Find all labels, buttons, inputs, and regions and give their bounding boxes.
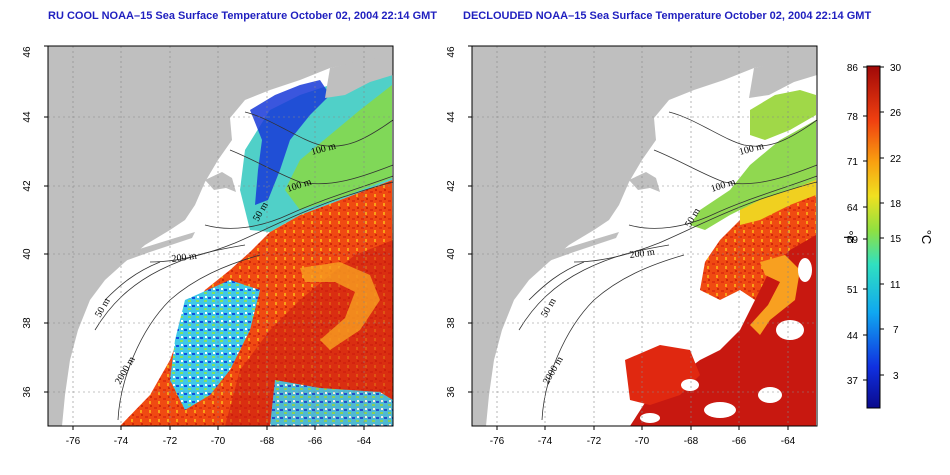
left-lon-axis: -76 -74 -72 -70 -68 -66 -64 <box>66 426 372 447</box>
right-lon-tick-70: -70 <box>635 436 650 447</box>
cb-f-64: 64 <box>847 203 859 214</box>
colorbar-fahrenheit-unit: °F <box>841 230 856 243</box>
cb-c-30: 30 <box>890 63 902 74</box>
left-map-frame <box>47 45 394 427</box>
colorbar-celsius-unit: °C <box>919 230 934 245</box>
right-map-frame <box>471 45 818 427</box>
right-lon-tick-74: -74 <box>538 436 553 447</box>
cb-f-44: 44 <box>847 331 859 342</box>
right-lon-axis: -76 -74 -72 -70 -68 -66 -64 <box>490 426 796 447</box>
right-long-island <box>544 232 619 262</box>
left-lat-axis: 46 44 42 40 38 36 <box>22 45 48 398</box>
left-bathymetry-contours <box>94 111 394 421</box>
cb-c-18: 18 <box>890 199 902 210</box>
right-lon-tick-68: -68 <box>684 436 699 447</box>
cb-f-86: 86 <box>847 63 859 74</box>
right-lat-tick-36: 36 <box>446 386 457 398</box>
left-cape-cod <box>205 172 236 192</box>
right-lat-tick-46: 46 <box>446 46 457 58</box>
left-lon-tick-64: -64 <box>357 436 372 447</box>
left-lat-tick-44: 44 <box>22 111 33 123</box>
right-green-patch-ne <box>750 90 816 140</box>
right-lat-tick-38: 38 <box>446 317 457 329</box>
left-lat-tick-38: 38 <box>22 317 33 329</box>
right-lon-tick-66: -66 <box>732 436 747 447</box>
right-lon-tick-72: -72 <box>587 436 602 447</box>
right-bathymetry-contours <box>518 111 818 421</box>
left-lon-tick-68: -68 <box>260 436 275 447</box>
right-panel-title: DECLOUDED NOAA–15 Sea Surface Temperatur… <box>463 10 872 22</box>
right-lat-tick-42: 42 <box>446 180 457 192</box>
right-map-panel: 100 m 100 m 50 m 200 m 50 m 2000 m 46 44… <box>446 45 818 447</box>
right-lat-tick-40: 40 <box>446 248 457 260</box>
left-lon-tick-66: -66 <box>308 436 323 447</box>
right-lat-tick-44: 44 <box>446 111 457 123</box>
left-lat-tick-42: 42 <box>22 180 33 192</box>
left-long-island <box>120 232 195 262</box>
cb-c-11: 11 <box>890 280 901 291</box>
cb-c-15: 15 <box>890 234 902 245</box>
right-graticule <box>472 46 817 426</box>
left-lat-tick-46: 46 <box>22 46 33 58</box>
cb-c-7: 7 <box>893 325 899 336</box>
cb-f-59: 59 <box>847 235 859 246</box>
cb-f-78: 78 <box>847 112 859 123</box>
right-yellow-front <box>740 178 816 225</box>
cb-c-26: 26 <box>890 108 902 119</box>
left-cloud-speckle-2 <box>270 380 393 426</box>
right-cloud-mask <box>640 258 812 423</box>
cb-f-71: 71 <box>847 157 859 168</box>
right-green-shelf <box>690 120 816 230</box>
right-land-mass <box>472 46 817 426</box>
left-graticule <box>48 46 393 426</box>
left-lon-tick-70: -70 <box>211 436 226 447</box>
left-lon-tick-72: -72 <box>163 436 178 447</box>
right-lat-axis: 46 44 42 40 38 36 <box>446 45 472 398</box>
colorbar-celsius-labels: 30 26 22 18 15 11 7 3 <box>890 63 902 382</box>
right-nova-scotia <box>749 56 817 98</box>
right-southern-patches <box>625 345 700 405</box>
left-contour-label-200m: 200 m <box>171 251 198 265</box>
left-lat-tick-36: 36 <box>22 386 33 398</box>
left-map-panel: 100 m 100 m 50 m 200 m 50 m 2000 m 46 4 <box>22 45 394 447</box>
left-lon-tick-74: -74 <box>114 436 129 447</box>
left-blue-cloud-edge <box>250 80 330 205</box>
colorbar: 86 78 71 64 59 51 44 37 30 26 22 18 15 1… <box>841 63 934 409</box>
colorbar-gradient <box>866 65 881 409</box>
right-cape-cod <box>629 172 660 192</box>
left-lon-tick-76: -76 <box>66 436 81 447</box>
right-orange-filament <box>750 255 800 335</box>
left-nova-scotia <box>325 56 393 98</box>
cb-c-3: 3 <box>893 371 899 382</box>
right-lon-tick-64: -64 <box>781 436 796 447</box>
left-lat-tick-40: 40 <box>22 248 33 260</box>
right-lon-tick-76: -76 <box>490 436 505 447</box>
left-cloud-speckle <box>170 280 260 410</box>
left-shelf-green-band <box>285 85 392 210</box>
colorbar-fahrenheit-labels: 86 78 71 64 59 51 44 37 <box>847 63 859 387</box>
left-land-mass <box>48 46 393 426</box>
cb-c-22: 22 <box>890 154 902 165</box>
cb-f-51: 51 <box>847 285 859 296</box>
colorbar-ticks <box>863 66 884 381</box>
left-panel-title: RU COOL NOAA–15 Sea Surface Temperature … <box>48 10 438 22</box>
cb-f-37: 37 <box>847 376 859 387</box>
left-orange-filaments <box>300 262 380 350</box>
